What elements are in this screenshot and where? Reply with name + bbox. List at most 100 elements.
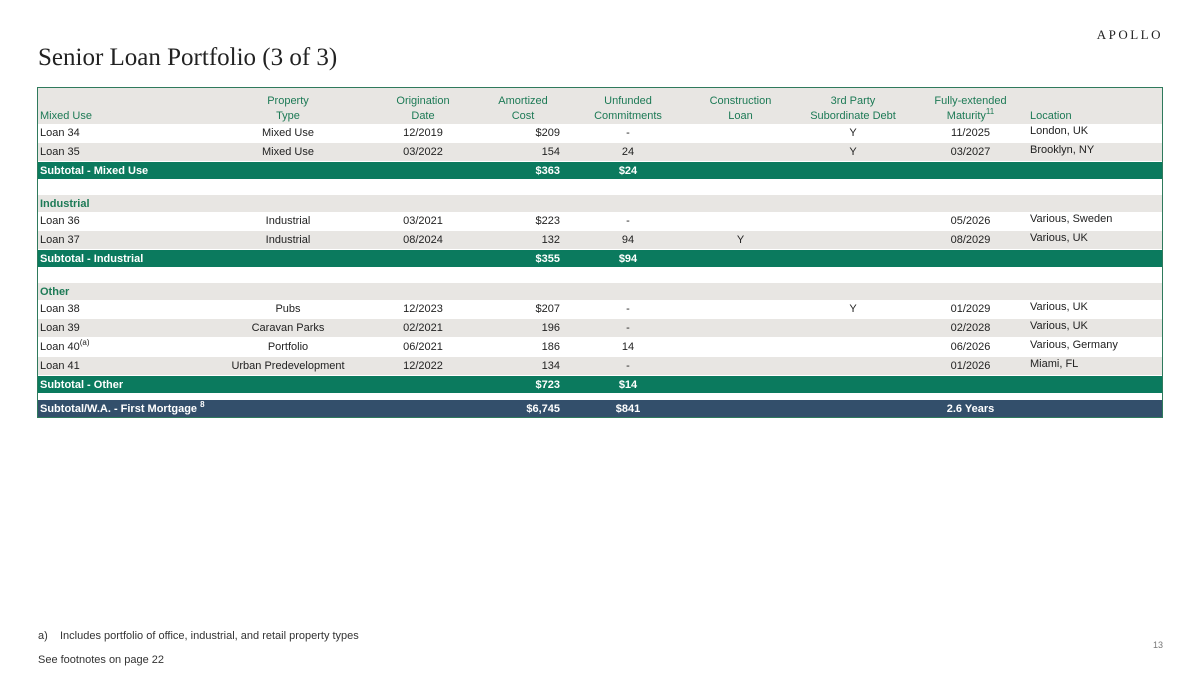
- header-construction-line1: Construction: [688, 88, 793, 107]
- unfunded-commitments: -: [568, 318, 688, 338]
- property-type: Urban Predevelopment: [208, 356, 368, 376]
- apollo-logo: APOLLO: [1096, 27, 1163, 42]
- table-row: Loan 38 Pubs 12/2023 $207 - Y 01/2029 Va…: [38, 300, 1162, 319]
- grand-total-cost: $6,745: [478, 400, 568, 417]
- location: Various, Sweden: [1028, 212, 1162, 231]
- location: Various, Germany: [1028, 337, 1162, 357]
- property-type: Portfolio: [208, 337, 368, 357]
- loan-name: Loan 36: [38, 212, 208, 231]
- property-type: Industrial: [208, 212, 368, 231]
- third-party-debt: Y: [793, 300, 913, 319]
- third-party-debt: [793, 318, 913, 338]
- header-date-line1: Origination: [368, 88, 478, 107]
- construction-loan: [688, 124, 793, 143]
- origination-date: 12/2022: [368, 356, 478, 376]
- header-type-line1: Property: [208, 88, 368, 107]
- loan-portfolio-table: Property Origination Amortized Unfunded …: [37, 87, 1163, 418]
- location: Various, UK: [1028, 230, 1162, 250]
- table-row: Loan 41 Urban Predevelopment 12/2022 134…: [38, 356, 1162, 376]
- see-footnotes: See footnotes on page 22: [38, 654, 164, 666]
- maturity: 08/2029: [913, 230, 1028, 250]
- loan-footnote-ref: (a): [79, 338, 90, 347]
- section-industrial: Industrial: [38, 195, 1162, 212]
- maturity: 06/2026: [913, 337, 1028, 357]
- construction-loan: [688, 300, 793, 319]
- section-header: Industrial: [38, 195, 1162, 212]
- origination-date: 06/2021: [368, 337, 478, 357]
- header-type-line2: Type: [208, 107, 368, 124]
- page-title: Senior Loan Portfolio (3 of 3): [38, 44, 338, 71]
- loan-name: Loan 37: [38, 230, 208, 250]
- third-party-debt: [793, 230, 913, 250]
- header-cost-line1: Amortized: [478, 88, 568, 107]
- grand-total-unfunded: $841: [568, 400, 688, 417]
- property-type: Caravan Parks: [208, 318, 368, 338]
- third-party-debt: Y: [793, 124, 913, 143]
- origination-date: 02/2021: [368, 318, 478, 338]
- origination-date: 03/2021: [368, 212, 478, 231]
- header-unfunded-line2: Commitments: [568, 107, 688, 124]
- subtotal-unfunded: $14: [568, 375, 688, 393]
- table-row: Loan 35 Mixed Use 03/2022 154 24 Y 03/20…: [38, 142, 1162, 162]
- construction-loan: [688, 337, 793, 357]
- property-type: Mixed Use: [208, 142, 368, 162]
- header-spacer: [1028, 88, 1162, 107]
- subtotal-label: Subtotal - Mixed Use: [38, 161, 208, 179]
- loan-name-cell: Loan 40(a): [38, 337, 208, 357]
- section-header: Other: [38, 283, 1162, 300]
- maturity: 01/2026: [913, 356, 1028, 376]
- header-maturity-line1: Fully-extended: [913, 88, 1028, 107]
- unfunded-commitments: -: [568, 300, 688, 319]
- maturity: 05/2026: [913, 212, 1028, 231]
- location: Various, UK: [1028, 318, 1162, 338]
- subtotal-cost: $355: [478, 249, 568, 267]
- subtotal-cost: $723: [478, 375, 568, 393]
- subtotal-row: Subtotal - Industrial $355 $94: [38, 249, 1162, 267]
- construction-loan: [688, 142, 793, 162]
- header-third-line1: 3rd Party: [793, 88, 913, 107]
- maturity: 11/2025: [913, 124, 1028, 143]
- subtotal-row: Subtotal - Other $723 $14: [38, 375, 1162, 393]
- subtotal-unfunded: $94: [568, 249, 688, 267]
- subtotal-label: Subtotal - Other: [38, 375, 208, 393]
- grand-total-label: Subtotal/W.A. - First Mortgage: [40, 402, 198, 415]
- maturity-footnote-ref: 11: [985, 107, 995, 116]
- header-construction-line2: Loan: [688, 107, 793, 124]
- location: Brooklyn, NY: [1028, 142, 1162, 162]
- origination-date: 12/2019: [368, 124, 478, 143]
- location: Miami, FL: [1028, 356, 1162, 376]
- amortized-cost: 196: [478, 318, 568, 338]
- section-other: Other: [38, 283, 1162, 300]
- loan-name: Loan 35: [38, 142, 208, 162]
- unfunded-commitments: -: [568, 356, 688, 376]
- amortized-cost: $209: [478, 124, 568, 143]
- header-date-line2: Date: [368, 107, 478, 124]
- construction-loan: [688, 318, 793, 338]
- footnote-a: a) Includes portfolio of office, industri…: [38, 630, 359, 642]
- origination-date: 12/2023: [368, 300, 478, 319]
- unfunded-commitments: -: [568, 212, 688, 231]
- loan-name: Loan 34: [38, 124, 208, 143]
- subtotal-label: Subtotal - Industrial: [38, 249, 208, 267]
- loan-name: Loan 40: [40, 341, 80, 353]
- header-spacer: [38, 88, 208, 107]
- header-cost-line2: Cost: [478, 107, 568, 124]
- origination-date: 03/2022: [368, 142, 478, 162]
- maturity-label: Maturity: [946, 109, 986, 122]
- header-unfunded-line1: Unfunded: [568, 88, 688, 107]
- subtotal-cost: $363: [478, 161, 568, 179]
- subtotal-unfunded: $24: [568, 161, 688, 179]
- table-row: Loan 34 Mixed Use 12/2019 $209 - Y 11/20…: [38, 124, 1162, 143]
- location: London, UK: [1028, 124, 1162, 143]
- amortized-cost: 134: [478, 356, 568, 376]
- page-number: 13: [1152, 640, 1163, 650]
- grand-total-row: Subtotal/W.A. - First Mortgage 8 $6,745 …: [38, 400, 1162, 417]
- subtotal-row: Subtotal - Mixed Use $363 $24: [38, 161, 1162, 179]
- table-row: Loan 39 Caravan Parks 02/2021 196 - 02/2…: [38, 318, 1162, 338]
- grand-total-footnote-ref: 8: [200, 400, 205, 409]
- maturity: 02/2028: [913, 318, 1028, 338]
- grand-total-maturity: 2.6 Years: [913, 400, 1028, 417]
- header-third-line2: Subordinate Debt: [793, 107, 913, 124]
- third-party-debt: [793, 356, 913, 376]
- loan-name: Loan 38: [38, 300, 208, 319]
